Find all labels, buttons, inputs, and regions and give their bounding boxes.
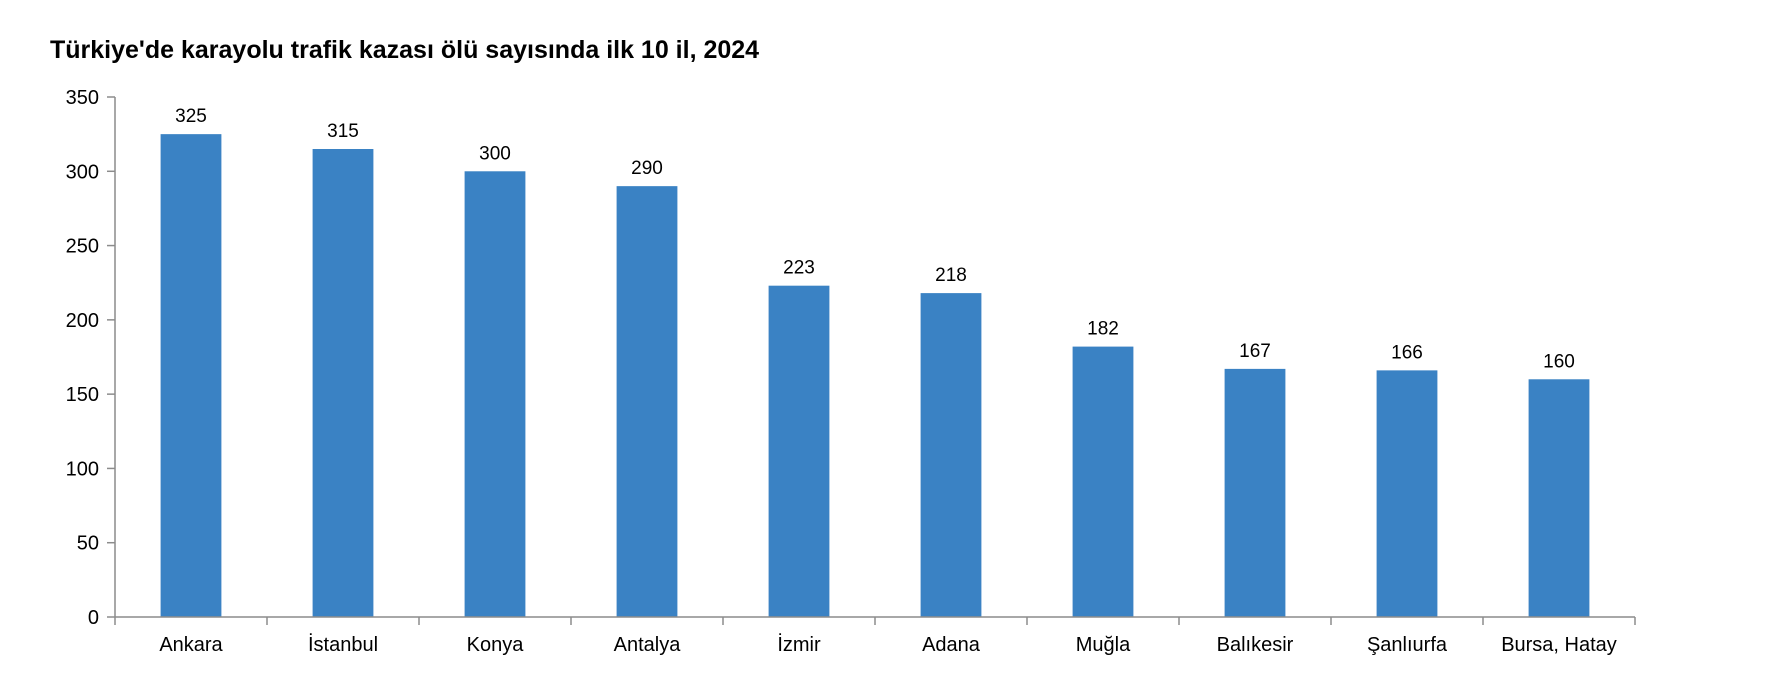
- data-label: 300: [479, 143, 511, 164]
- y-tick-label: 350: [66, 87, 99, 109]
- y-tick-label: 100: [66, 458, 99, 480]
- data-label: 166: [1391, 342, 1423, 363]
- bar: [160, 134, 222, 617]
- data-label: 223: [783, 258, 815, 279]
- x-tick-label: Şanlıurfa: [1367, 634, 1448, 656]
- x-axis-labels: Ankara İstanbul Konya Antalya İzmir Adana Muğl…: [114, 617, 1636, 656]
- bar: [1528, 379, 1590, 617]
- bar: [464, 171, 526, 618]
- data-label: 325: [175, 106, 207, 127]
- y-tick-label: 0: [88, 607, 99, 629]
- x-tick-label: Antalya: [614, 634, 682, 656]
- x-tick-label: Balıkesir: [1217, 634, 1294, 656]
- x-tick-label: İstanbul: [308, 633, 378, 656]
- bar: [312, 149, 374, 617]
- y-tick-label: 150: [66, 384, 99, 406]
- bar: [920, 293, 982, 617]
- bar-series: [160, 134, 1590, 618]
- y-axis-ticks: 0 50 100 150 200 250 300 350: [66, 87, 115, 629]
- data-label: 315: [327, 121, 359, 142]
- data-label: 290: [631, 158, 663, 179]
- data-label: 182: [1087, 319, 1119, 340]
- data-label: 167: [1239, 341, 1271, 362]
- x-tick-label: İzmir: [777, 633, 821, 656]
- bar: [1376, 370, 1438, 617]
- chart-title: Türkiye'de karayolu trafik kazası ölü sa…: [50, 36, 760, 64]
- y-tick-label: 50: [77, 533, 99, 555]
- data-label: 160: [1543, 351, 1575, 372]
- bar: [768, 285, 830, 617]
- bar: [1072, 346, 1134, 617]
- x-tick-label: Muğla: [1076, 634, 1131, 656]
- data-labels: 325 315 300 290 223 218 182 167 166 160: [175, 106, 1575, 372]
- bar: [1224, 368, 1286, 617]
- x-tick-label: Konya: [467, 634, 525, 656]
- x-tick-label: Adana: [922, 634, 981, 656]
- x-tick-label: Bursa, Hatay: [1501, 634, 1617, 656]
- y-tick-label: 300: [66, 161, 99, 183]
- y-tick-label: 200: [66, 310, 99, 332]
- bar: [616, 186, 678, 617]
- x-tick-label: Ankara: [159, 634, 223, 656]
- y-tick-label: 250: [66, 236, 99, 258]
- data-label: 218: [935, 265, 967, 286]
